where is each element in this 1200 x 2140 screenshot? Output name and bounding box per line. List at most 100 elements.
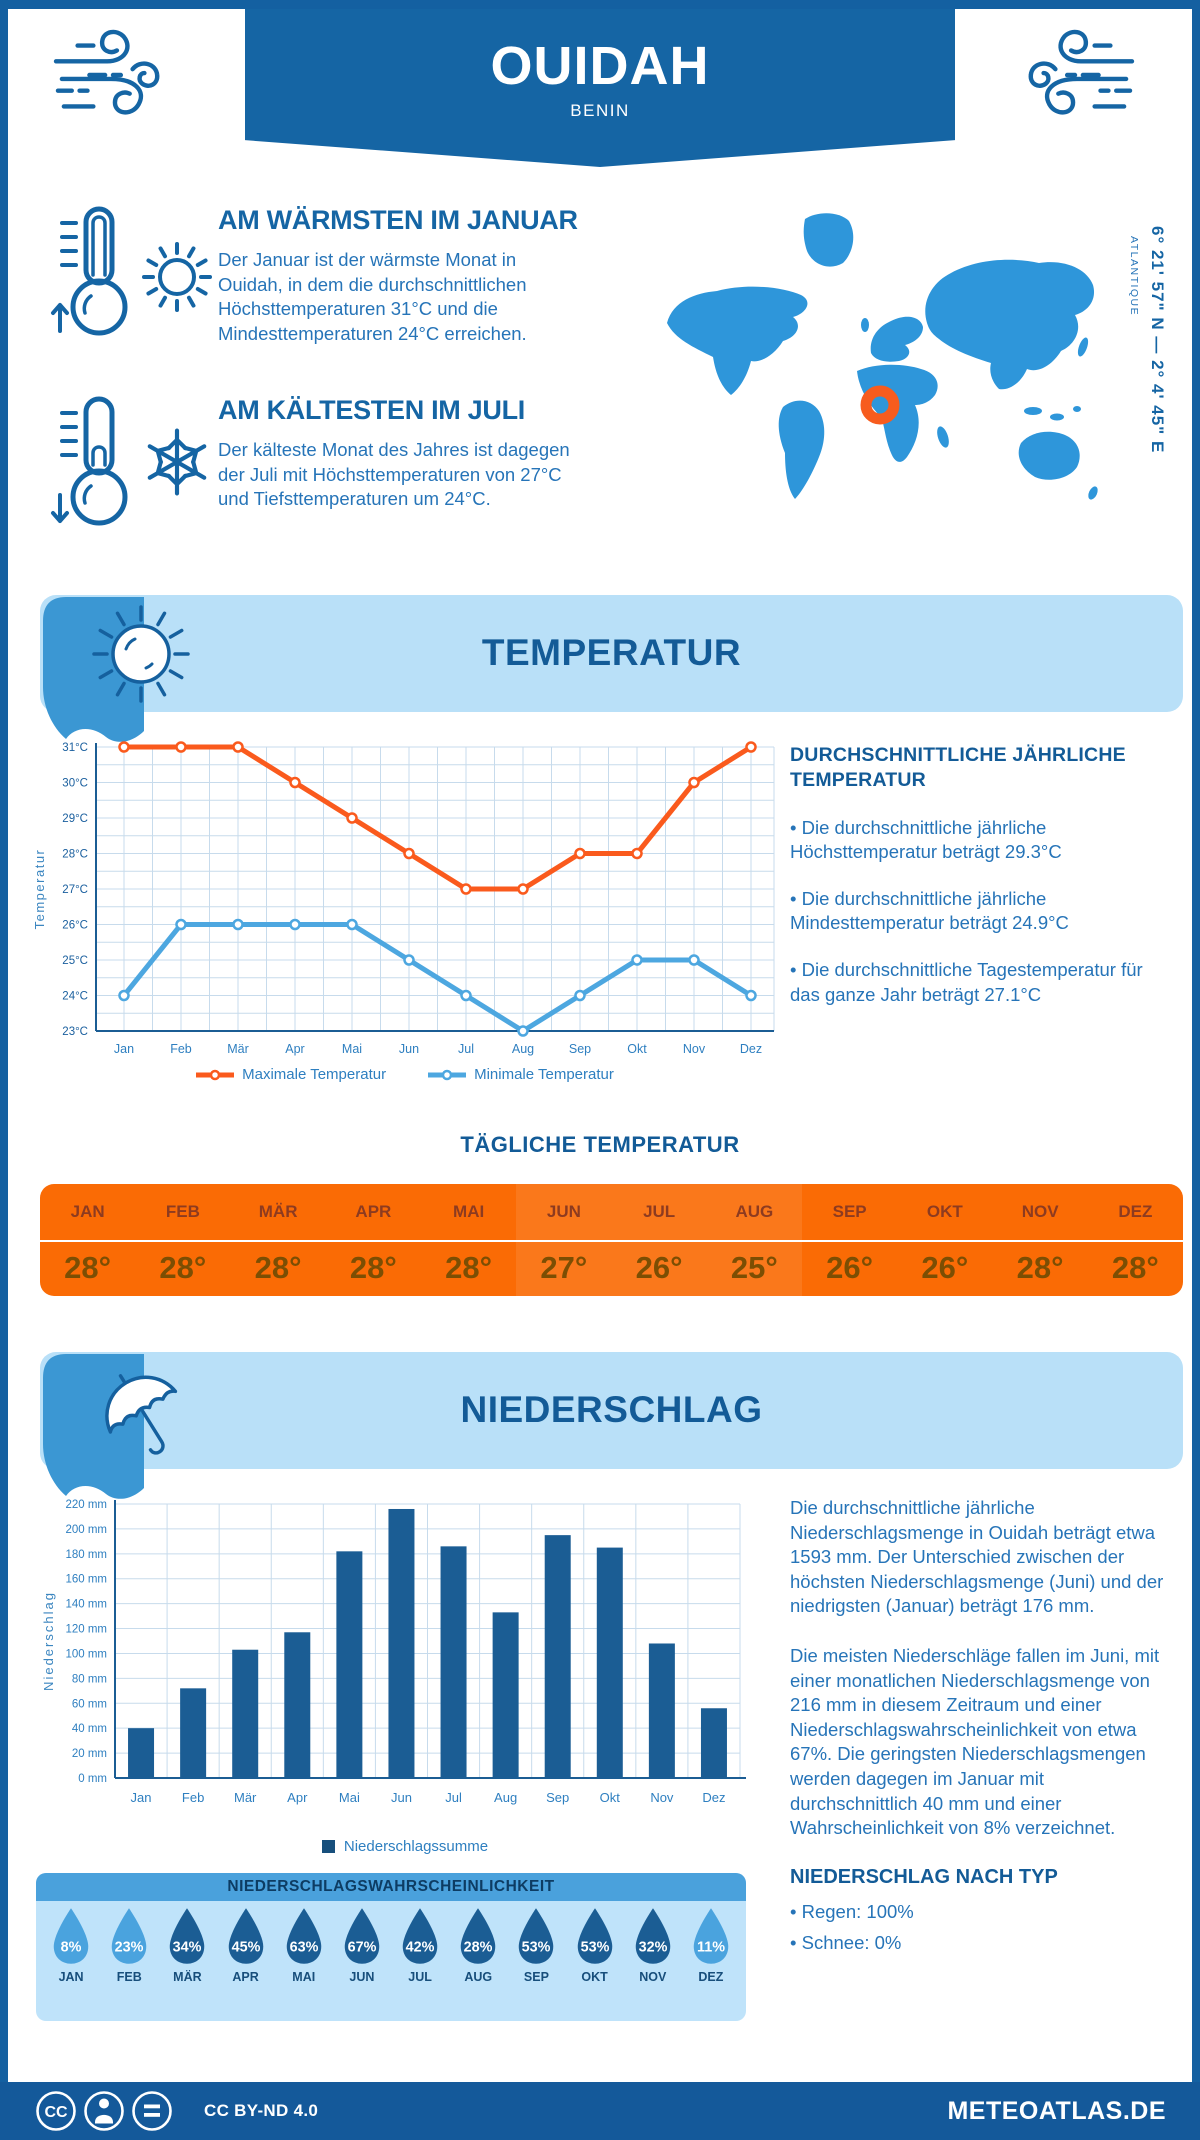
page-title: OUIDAH xyxy=(490,36,710,96)
svg-text:53%: 53% xyxy=(522,1939,551,1955)
svg-text:Jun: Jun xyxy=(391,1790,412,1805)
droplet-icon: 32% xyxy=(635,1908,670,1964)
svg-text:180 mm: 180 mm xyxy=(65,1549,107,1561)
left-border-bar xyxy=(0,0,8,2140)
precipitation-type-bullet: • Schnee: 0% xyxy=(790,1931,902,1953)
droplet-icon: 42% xyxy=(402,1908,438,1964)
daily-temp-value: 26° xyxy=(635,1250,683,1285)
probability-cell: 23% FEB xyxy=(100,1906,158,1984)
svg-text:23%: 23% xyxy=(115,1939,144,1955)
location-marker-icon xyxy=(860,385,900,425)
daily-temp-value: 27° xyxy=(540,1250,588,1285)
daily-temp-value: 28° xyxy=(1016,1250,1064,1285)
daily-temp-cell: MÄR 28° xyxy=(231,1184,326,1296)
probability-month: OKT xyxy=(581,1970,608,1984)
daily-temp-month: DEZ xyxy=(1118,1202,1153,1221)
header-banner: OUIDAH BENIN xyxy=(245,9,955,167)
precipitation-section-banner: NIEDERSCHLAG xyxy=(40,1352,1183,1499)
annual-temperature-heading: DURCHSCHNITTLICHE JÄHRLICHE TEMPERATUR xyxy=(790,744,1126,792)
svg-text:31°C: 31°C xyxy=(62,742,88,754)
daily-temp-value: 28° xyxy=(64,1250,112,1285)
svg-text:Jul: Jul xyxy=(445,1790,462,1805)
svg-text:Mai: Mai xyxy=(339,1790,360,1805)
daily-temp-month: APR xyxy=(355,1202,392,1221)
svg-text:27°C: 27°C xyxy=(62,884,88,896)
svg-text:Aug: Aug xyxy=(494,1790,517,1805)
legend-item: Maximale Temperatur xyxy=(196,1066,386,1083)
svg-text:63%: 63% xyxy=(289,1939,318,1955)
svg-text:Jun: Jun xyxy=(399,1042,419,1056)
svg-text:30°C: 30°C xyxy=(62,778,88,790)
droplet-icon: 34% xyxy=(170,1908,205,1964)
daily-temp-value: 28° xyxy=(254,1250,302,1285)
coldest-text: Der kälteste Monat des Jahres ist dagege… xyxy=(218,439,570,510)
probability-cell: 42% JUL xyxy=(391,1906,449,1984)
svg-text:34%: 34% xyxy=(173,1939,202,1955)
daily-temp-month: MAI xyxy=(453,1202,485,1221)
daily-temp-month: MÄR xyxy=(258,1202,298,1221)
svg-text:Dez: Dez xyxy=(740,1042,762,1056)
svg-text:Sep: Sep xyxy=(569,1042,591,1056)
svg-text:45%: 45% xyxy=(231,1939,260,1955)
sun-icon xyxy=(142,242,212,312)
table-divider xyxy=(40,1240,1183,1242)
brand-label: METEOATLAS.DE xyxy=(947,2096,1166,2125)
daily-temp-value: 28° xyxy=(445,1250,493,1285)
droplet-icon: 8% xyxy=(53,1908,89,1964)
daily-temp-month: JUN xyxy=(546,1202,581,1221)
annual-temp-bullet: • Die durchschnittliche Tagestemperatur … xyxy=(790,959,1143,1005)
daily-temp-month: SEP xyxy=(832,1202,867,1221)
daily-temp-value: 26° xyxy=(921,1250,969,1285)
probability-month: JUL xyxy=(408,1970,432,1984)
legend-label: Minimale Temperatur xyxy=(474,1066,614,1083)
annual-temp-bullet: • Die durchschnittliche jährliche Mindes… xyxy=(790,887,1069,934)
probability-cell: 53% OKT xyxy=(566,1906,624,1984)
cc-license-icons: CC xyxy=(36,2091,172,2131)
temperature-chart-legend: Maximale Temperatur Minimale Temperatur xyxy=(30,1066,780,1083)
svg-text:220 mm: 220 mm xyxy=(65,1499,107,1511)
daily-temp-cell: SEP 26° xyxy=(802,1184,897,1296)
svg-text:Niederschlag: Niederschlag xyxy=(41,1591,56,1691)
thermometer-warm-icon xyxy=(51,206,128,336)
probability-month: APR xyxy=(232,1970,259,1984)
temperature-section-banner: TEMPERATUR xyxy=(40,595,1183,742)
annual-temp-bullet: • Die durchschnittliche jährliche Höchst… xyxy=(790,816,1062,863)
precipitation-bar-chart: 0 mm 20 mm 40 mm 60 mm 80 mm 100 mm 120 mm 140 … xyxy=(40,1488,770,1826)
temperature-section-title: TEMPERATUR xyxy=(481,632,742,673)
droplet-icon: 45% xyxy=(228,1908,263,1964)
probability-cell: 53% SEP xyxy=(507,1906,565,1984)
warmest-heading: AM WÄRMSTEN IM JANUAR xyxy=(218,205,578,235)
coordinates-label: 6° 21' 57" N — 2° 4' 45" E xyxy=(1148,226,1167,454)
daily-temp-month: OKT xyxy=(926,1202,963,1221)
probability-month: MÄR xyxy=(173,1970,202,1984)
thermometer-cold-icon xyxy=(51,396,128,526)
svg-text:23°C: 23°C xyxy=(62,1026,88,1038)
license-label: CC BY-ND 4.0 xyxy=(204,2101,319,2120)
daily-temp-value: 25° xyxy=(730,1250,778,1285)
legend-label: Niederschlagssumme xyxy=(343,1838,489,1855)
svg-text:200 mm: 200 mm xyxy=(65,1524,107,1536)
svg-text:60 mm: 60 mm xyxy=(72,1698,107,1710)
svg-text:8%: 8% xyxy=(61,1939,82,1955)
svg-text:Jan: Jan xyxy=(114,1042,134,1056)
svg-text:Okt: Okt xyxy=(627,1042,647,1056)
svg-text:Feb: Feb xyxy=(170,1042,192,1056)
legend-item: Minimale Temperatur xyxy=(428,1066,614,1083)
daily-temp-month: AUG xyxy=(735,1202,774,1221)
right-border-bar xyxy=(1192,0,1200,2140)
probability-cell: 8% JAN xyxy=(42,1906,100,1984)
svg-text:Mär: Mär xyxy=(227,1042,249,1056)
svg-text:Dez: Dez xyxy=(702,1790,725,1805)
probability-cell: 32% NOV xyxy=(624,1906,682,1984)
daily-temp-month: JAN xyxy=(70,1202,105,1221)
svg-text:140 mm: 140 mm xyxy=(65,1599,107,1611)
temperature-line-chart: 23°C 24°C 25°C 26°C 27°C 28°C 29°C 30°C 31°C Jan F… xyxy=(30,733,780,1083)
svg-text:29°C: 29°C xyxy=(62,813,88,825)
svg-text:120 mm: 120 mm xyxy=(65,1624,107,1636)
droplet-icon: 11% xyxy=(693,1908,729,1964)
precipitation-type-heading: NIEDERSCHLAG NACH TYP xyxy=(790,1865,1058,1888)
svg-text:28%: 28% xyxy=(464,1939,493,1955)
probability-cell: 34% MÄR xyxy=(158,1906,216,1984)
svg-text:80 mm: 80 mm xyxy=(72,1673,107,1685)
daily-temp-cell: DEZ 28° xyxy=(1088,1184,1183,1296)
